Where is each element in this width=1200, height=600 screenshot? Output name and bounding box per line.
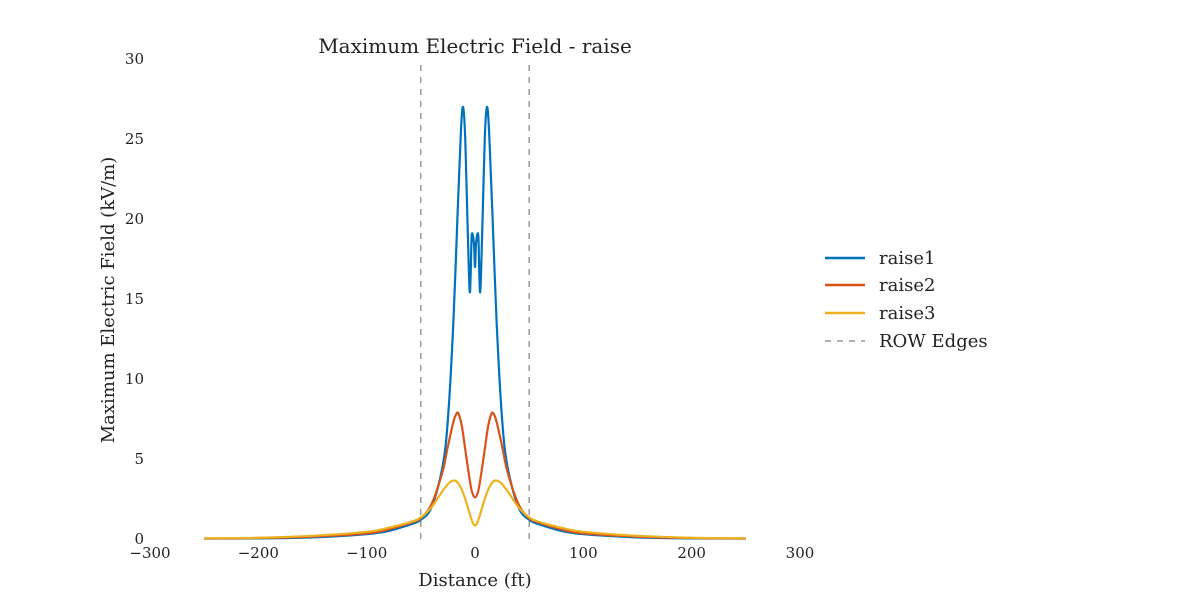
x-tick-label: 0 — [470, 544, 480, 562]
x-tick-label: −100 — [346, 544, 387, 562]
x-axis: −300 −200 −100 0 100 200 300 — [129, 544, 814, 562]
x-tick-label: 300 — [786, 544, 815, 562]
legend: raise1 raise2 raise3 ROW Edges — [825, 248, 988, 352]
y-tick-label: 5 — [134, 450, 144, 468]
legend-label-raise3: raise3 — [879, 303, 935, 324]
y-axis-label: Maximum Electric Field (kV/m) — [98, 157, 119, 444]
y-tick-label: 25 — [125, 130, 144, 148]
chart-title: Maximum Electric Field - raise — [318, 34, 632, 58]
x-axis-label: Distance (ft) — [418, 570, 531, 591]
series-line-raise1 — [204, 105, 746, 540]
series-line-raise2 — [204, 411, 746, 540]
legend-label-raise1: raise1 — [879, 248, 935, 269]
legend-label-raise2: raise2 — [879, 275, 935, 296]
y-tick-label: 10 — [125, 370, 144, 388]
x-tick-label: −300 — [129, 544, 170, 562]
row-edge-lines — [420, 65, 530, 539]
y-tick-label: 20 — [125, 210, 144, 228]
series-line-raise3 — [204, 479, 746, 540]
x-tick-label: 100 — [569, 544, 598, 562]
x-tick-label: 200 — [677, 544, 706, 562]
x-tick-label: −200 — [238, 544, 279, 562]
y-tick-label: 0 — [134, 530, 144, 548]
y-tick-label: 15 — [125, 290, 144, 308]
legend-label-row-edges: ROW Edges — [879, 331, 988, 352]
y-axis: 0 5 10 15 20 25 30 — [125, 50, 144, 548]
y-tick-label: 30 — [125, 50, 144, 68]
series-lines — [204, 105, 746, 540]
